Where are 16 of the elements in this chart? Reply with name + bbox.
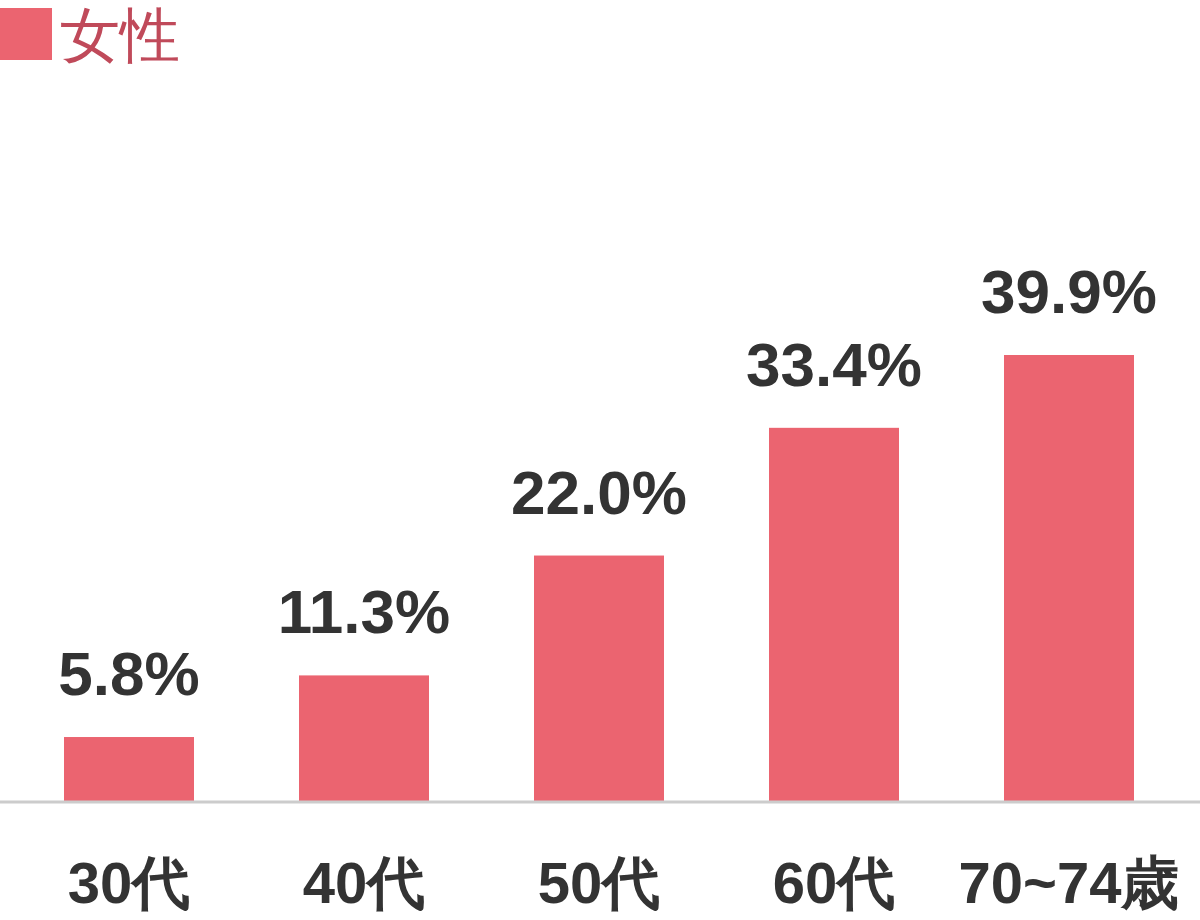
data-label: 33.4% xyxy=(746,329,922,399)
x-tick-label: 60代 xyxy=(772,850,896,915)
bar xyxy=(769,427,899,802)
bar xyxy=(64,737,194,802)
x-tick-label: 30代 xyxy=(67,850,191,915)
bar xyxy=(299,675,429,802)
data-label: 5.8% xyxy=(58,639,200,709)
legend-label: 女性 xyxy=(60,2,180,69)
data-label: 39.9% xyxy=(981,257,1157,326)
data-label: 11.3% xyxy=(277,577,451,647)
data-label: 22.0% xyxy=(511,457,687,527)
x-tick-label: 40代 xyxy=(302,850,426,915)
bar xyxy=(534,555,664,802)
bar xyxy=(1004,355,1134,802)
x-tick-label: 50代 xyxy=(537,850,661,915)
x-tick-label: 70~74歳 xyxy=(958,850,1180,915)
